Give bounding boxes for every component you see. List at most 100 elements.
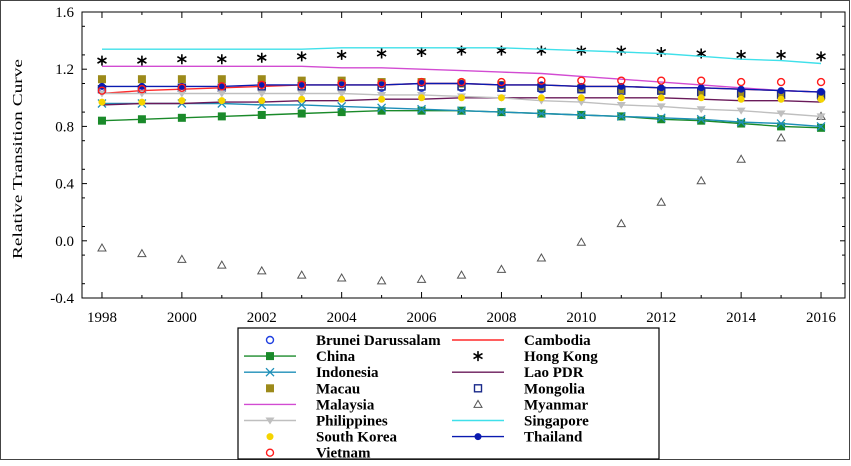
x-tick-label: 2012 <box>646 310 676 326</box>
series-point-macau <box>97 75 106 84</box>
series-point-china <box>377 106 386 115</box>
series-point-philippines <box>337 90 347 98</box>
series-point-vietnam <box>736 77 746 87</box>
series-point-indonesia <box>536 109 546 118</box>
series-point-indonesia <box>297 100 307 110</box>
legend-swatch-marker <box>473 384 483 393</box>
series-point-vietnam <box>177 83 187 92</box>
legend-label: South Korea <box>316 430 397 446</box>
legend-swatch-marker <box>266 433 274 441</box>
series-point-thailand <box>817 88 825 96</box>
series-point-indonesia <box>616 111 626 121</box>
series-point-philippines <box>177 90 187 98</box>
series-point-macau <box>737 89 746 98</box>
series-point-hong-kong <box>176 54 187 65</box>
series-point-philippines <box>736 107 746 115</box>
x-tick-label: 2016 <box>806 310 837 326</box>
series-vietnam <box>97 76 826 95</box>
series-point-philippines <box>776 110 786 118</box>
series-singapore <box>102 47 822 65</box>
legend-item-myanmar: Myanmar <box>473 397 588 413</box>
series-point-indonesia <box>736 117 746 127</box>
y-tick-label: 1.2 <box>55 62 74 78</box>
series-point-philippines <box>257 90 267 98</box>
series-point-vietnam <box>657 76 666 85</box>
y-tick-label: 0.8 <box>55 119 74 135</box>
legend-item-singapore: Singapore <box>452 414 589 430</box>
legend-label: China <box>316 349 356 365</box>
series-point-macau <box>777 90 786 99</box>
series-point-vietnam <box>457 77 466 87</box>
legend-item-south-korea: South Korea <box>266 430 397 446</box>
series-point-philippines <box>696 106 706 114</box>
series-point-vietnam <box>257 80 266 90</box>
legend-swatch-marker <box>265 448 275 457</box>
series-point-hong-kong <box>816 51 826 62</box>
series-point-myanmar <box>296 270 307 279</box>
series-point-myanmar <box>336 272 347 282</box>
legend-label: Macau <box>316 381 360 397</box>
legend-item-china: China <box>244 349 356 365</box>
series-point-thailand <box>617 82 625 90</box>
series-point-south-korea <box>218 97 226 105</box>
series-point-china <box>217 112 226 121</box>
legend-label: Mongolia <box>524 381 585 397</box>
series-point-macau <box>697 88 706 97</box>
x-tick-label: 2008 <box>486 310 516 326</box>
series-point-thailand <box>697 84 705 92</box>
series-point-vietnam <box>537 76 546 85</box>
series-point-hong-kong <box>256 52 267 63</box>
series-point-philippines <box>576 99 586 107</box>
legend-item-vietnam: Vietnam <box>265 446 371 462</box>
series-point-china <box>337 108 346 117</box>
series-point-vietnam <box>776 77 786 87</box>
legend-label: Lao PDR <box>524 365 584 381</box>
series-point-vietnam <box>297 80 306 90</box>
legend-label: Malaysia <box>316 397 375 413</box>
legend-swatch-marker <box>473 399 483 408</box>
series-point-vietnam <box>217 82 227 91</box>
series-south-korea <box>98 94 825 106</box>
legend-swatch-marker <box>474 433 482 441</box>
legend-label: Singapore <box>524 414 589 430</box>
series-point-china <box>777 122 786 131</box>
series-point-indonesia <box>696 114 706 124</box>
series-point-myanmar <box>576 237 587 246</box>
x-tick-label: 1998 <box>87 310 117 326</box>
legend-box <box>237 327 660 460</box>
y-tick-label: 0.0 <box>55 234 74 250</box>
series-point-south-korea <box>577 94 585 102</box>
y-tick-label: -0.4 <box>50 291 74 307</box>
legend-item-lao-pdr: Lao PDR <box>452 365 584 381</box>
x-tick-label: 2002 <box>247 310 277 326</box>
series-point-hong-kong <box>296 51 307 62</box>
series-point-macau <box>297 76 306 85</box>
series-point-indonesia <box>337 101 347 111</box>
series-point-south-korea <box>458 94 466 102</box>
legend-item-philippines: Philippines <box>244 414 388 430</box>
series-point-south-korea <box>777 95 785 103</box>
series-point-indonesia <box>417 104 427 114</box>
series-point-myanmar <box>216 260 227 269</box>
series-point-south-korea <box>817 95 825 103</box>
x-tick-label: 2010 <box>566 310 596 326</box>
legend-item-brunei-darussalam: Brunei Darussalam <box>265 333 441 349</box>
series-point-china <box>297 109 306 118</box>
plot-area <box>81 11 846 299</box>
series-point-indonesia <box>377 103 387 113</box>
series-point-thailand <box>657 84 665 92</box>
series-point-hong-kong <box>736 49 747 60</box>
series-point-china <box>257 110 266 119</box>
series-point-myanmar <box>736 154 746 163</box>
series-point-myanmar <box>536 252 547 262</box>
series-point-south-korea <box>737 95 745 103</box>
series-point-myanmar <box>456 270 467 279</box>
series-point-myanmar <box>97 242 107 252</box>
legend-item-hong-kong: Hong Kong <box>473 349 598 365</box>
series-point-china <box>657 115 666 124</box>
series-point-vietnam <box>417 77 426 87</box>
legend-swatch-marker <box>473 351 483 362</box>
y-tick-label: 0.4 <box>55 177 74 193</box>
legend-label: Philippines <box>316 414 388 430</box>
